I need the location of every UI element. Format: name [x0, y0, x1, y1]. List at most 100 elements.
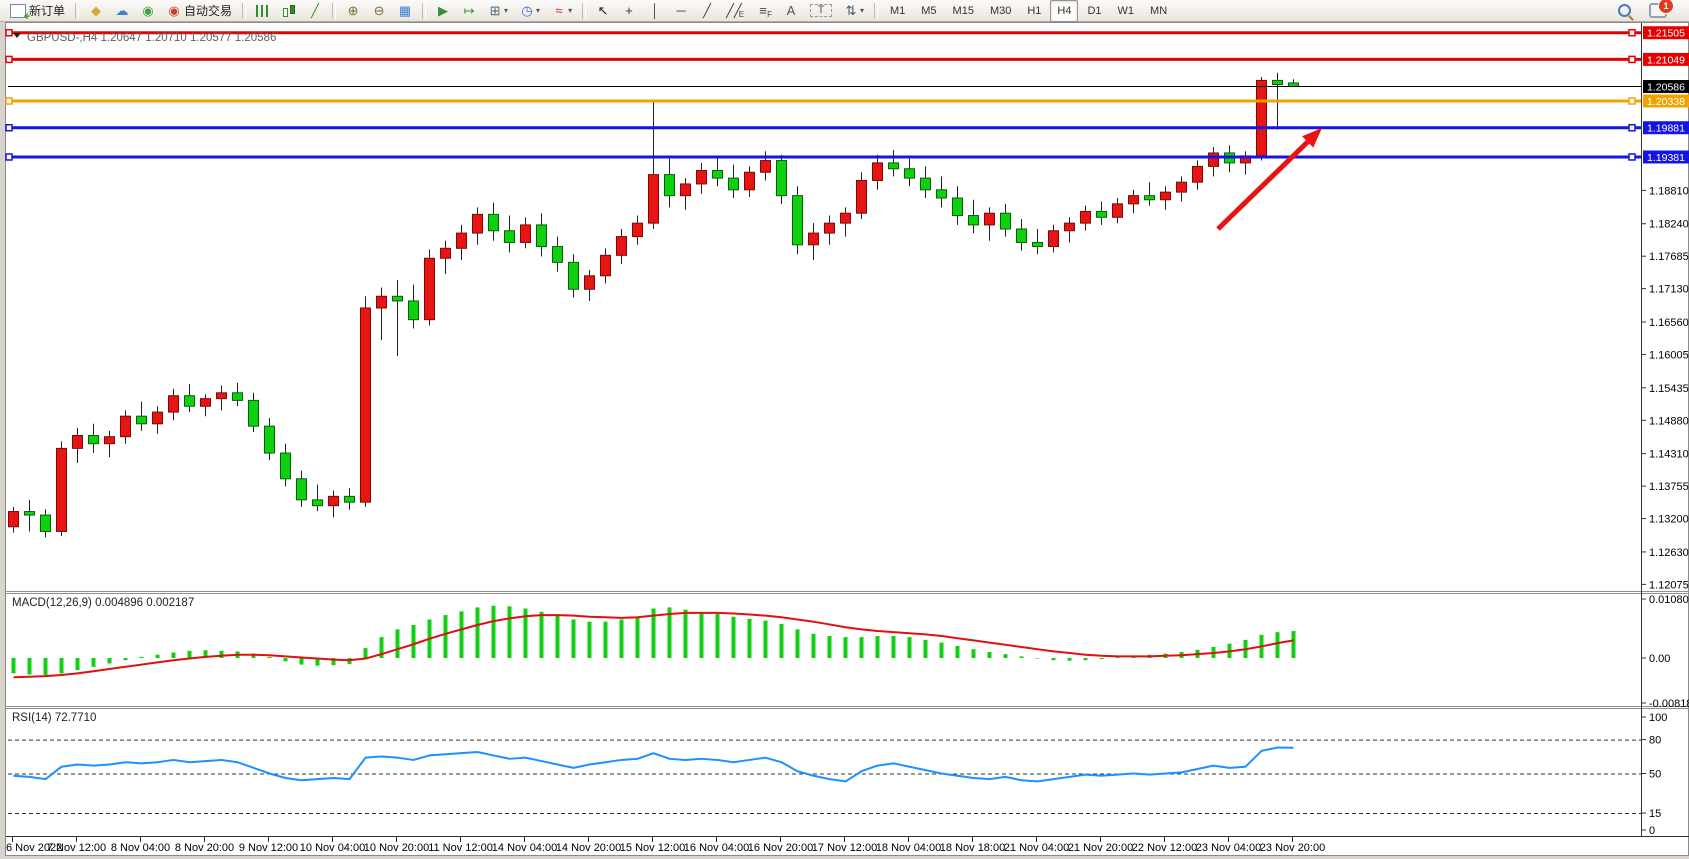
vertical-line-button[interactable]: │ — [643, 0, 667, 22]
line-handle[interactable] — [1628, 123, 1636, 132]
cursor-button[interactable]: ↖ — [591, 0, 615, 22]
community-button[interactable]: ☁ — [110, 0, 134, 22]
line-handle[interactable] — [1628, 28, 1636, 37]
time-tick-label: 16 Nov 20:00 — [748, 842, 813, 854]
search-icon[interactable] — [1618, 4, 1631, 17]
horizontal-line-object[interactable]: 1.19381 — [5, 150, 1689, 164]
line-handle[interactable] — [5, 123, 13, 132]
line-handle[interactable] — [1628, 55, 1636, 64]
price-tick-label: 1.14310 — [1649, 449, 1689, 461]
bull-candle — [872, 162, 883, 181]
fibonacci-button[interactable]: ≡ F — [751, 0, 777, 22]
text-button[interactable]: A — [779, 0, 803, 22]
crosshair-button[interactable]: + — [617, 0, 641, 22]
timeframe-m1-button[interactable]: M1 — [889, 4, 906, 17]
zoom-in-button[interactable]: ⊕ — [341, 0, 365, 22]
fibonacci-icon: ≡ — [759, 3, 767, 18]
chart-title: GBPUSD-,H4 1.20647 1.20710 1.20577 1.205… — [27, 32, 276, 44]
price-tick-label: 1.15435 — [1649, 383, 1689, 395]
timeframe-h4-button[interactable]: H4 — [1050, 0, 1079, 22]
price-tick-label: 1.14880 — [1649, 415, 1689, 427]
bull-candle — [1064, 222, 1075, 232]
arrows-button[interactable]: ⇅ ▾ — [839, 0, 869, 22]
line-handle[interactable] — [5, 97, 13, 105]
chart-plot-area[interactable] — [8, 24, 1641, 836]
bear-candle — [296, 478, 307, 501]
bear-candle — [728, 177, 739, 191]
trendline-button[interactable]: ╱ — [695, 0, 719, 22]
price-badge — [1643, 150, 1689, 164]
bull-candle — [56, 447, 67, 532]
signals-button[interactable]: ◉ — [136, 0, 160, 22]
chat-icon[interactable]: 1 — [1649, 0, 1674, 18]
autotrading-icon: ◉ — [168, 3, 180, 18]
chart-menu-triangle-icon[interactable] — [13, 33, 21, 38]
line-handle[interactable] — [5, 55, 13, 64]
new-chart-button[interactable]: ⊞ ▾ — [483, 0, 513, 22]
timeframe-m15-button[interactable]: M15 — [952, 4, 974, 17]
auto-scroll-button[interactable]: ▶ — [431, 0, 455, 22]
chart-period-button[interactable]: ◷ ▾ — [515, 0, 545, 22]
time-tick-label: 23 Nov 20:00 — [1260, 842, 1325, 854]
horizontal-line-object[interactable]: 1.20338 — [5, 94, 1689, 109]
timeframe-h1-button[interactable]: H1 — [1027, 4, 1042, 17]
deposit-button[interactable]: ◆ — [84, 0, 108, 22]
gold-ingot-icon: ◆ — [91, 3, 102, 18]
bear-candle — [664, 174, 675, 197]
bear-candle — [392, 295, 403, 302]
horizontal-line-object[interactable]: 1.21505 — [5, 26, 1689, 40]
zoom-out-button[interactable]: ⊖ — [367, 0, 391, 22]
price-badge-label: 1.19881 — [1647, 123, 1685, 135]
candlestick-series — [8, 72, 1299, 538]
dropdown-arrow-icon: ▾ — [859, 6, 864, 15]
timeframe-d1-button[interactable]: D1 — [1087, 4, 1102, 17]
time-tick-label: 18 Nov 18:00 — [940, 842, 1005, 854]
line-handle[interactable] — [5, 28, 13, 37]
bear-candle — [712, 169, 723, 179]
line-handle[interactable] — [1628, 97, 1636, 105]
horizontal-line-button[interactable]: ─ — [669, 0, 693, 22]
bull-candle — [200, 398, 211, 407]
bar-chart-button[interactable] — [251, 0, 275, 22]
bear-candle — [1272, 79, 1283, 86]
bull-candle — [760, 160, 771, 173]
bull-candle — [120, 415, 131, 438]
channel-button[interactable]: ╱╱ E — [721, 0, 749, 22]
price-axis[interactable]: 1.18810 1.18240 1.17685 1.17130 1.16560 1.160… — [1641, 185, 1689, 837]
bear-candle — [264, 425, 275, 454]
line-chart-icon: ╱ — [311, 3, 319, 18]
bull-candle — [376, 295, 387, 309]
bull-candle — [1048, 230, 1059, 248]
price-badge — [1643, 121, 1689, 135]
autotrading-button[interactable]: ◉ 自动交易 — [162, 0, 237, 22]
red-arrow-annotation[interactable] — [1216, 128, 1322, 231]
text-label-button[interactable]: T — [805, 0, 837, 22]
horizontal-line-object[interactable]: 1.21049 — [5, 52, 1689, 67]
candlestick-chart-button[interactable] — [277, 0, 301, 22]
current-price-marker: 1.20586 — [8, 79, 1689, 93]
timeframe-w1-button[interactable]: W1 — [1117, 4, 1135, 17]
timeframe-m30-button[interactable]: M30 — [989, 4, 1012, 17]
timeframe-mn-button[interactable]: MN — [1150, 4, 1168, 17]
line-handle[interactable] — [1628, 153, 1636, 161]
horizontal-line-object[interactable]: 1.19881 — [5, 121, 1689, 135]
chart-shift-button[interactable]: ↦ — [457, 0, 481, 22]
new-order-button[interactable]: 新订单 — [5, 0, 70, 23]
rsi-tick-label: 100 — [1649, 712, 1667, 724]
timeframe-m5-button[interactable]: M5 — [921, 4, 937, 17]
line-handle[interactable] — [5, 153, 13, 161]
bear-candle — [24, 511, 35, 516]
bull-candle — [1192, 165, 1203, 183]
macd-tick-label: 0.010808 — [1649, 594, 1689, 606]
bull-candle — [472, 213, 483, 234]
price-badge-label: 1.21049 — [1647, 54, 1685, 66]
dropdown-arrow-icon: ▾ — [536, 6, 541, 15]
bear-candle — [952, 197, 963, 217]
tile-windows-button[interactable]: ▦ — [393, 0, 417, 22]
indicators-button[interactable]: ≈ ▾ — [547, 0, 577, 22]
line-chart-button[interactable]: ╱ — [303, 0, 327, 22]
horizontal-line-icon: ─ — [676, 3, 686, 18]
time-tick-label: 7 Nov 12:00 — [47, 842, 106, 854]
icon-letter-suffix: E — [738, 10, 745, 19]
